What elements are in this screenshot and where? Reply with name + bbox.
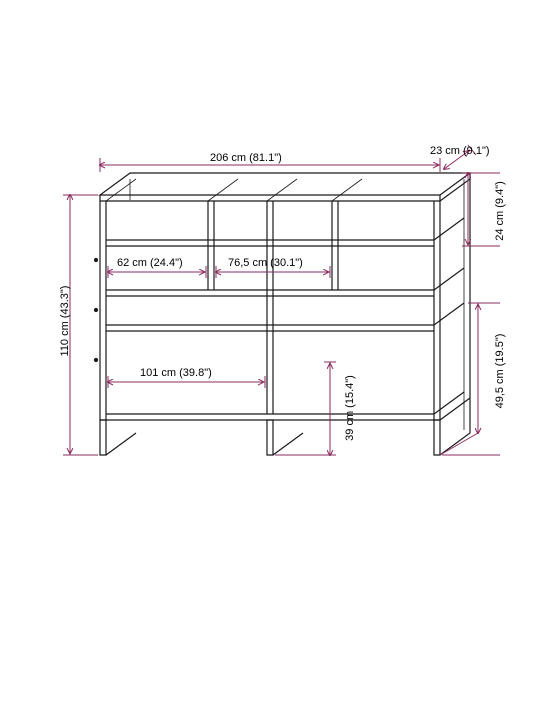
dim-height-495: 49,5 cm (19.5") — [494, 321, 506, 421]
furniture-diagram — [0, 0, 540, 720]
dim-width-101: 101 cm (39.8") — [140, 367, 212, 379]
dim-shelf-62: 62 cm (24.4") — [117, 257, 183, 269]
dim-depth-23: 23 cm (9.1") — [430, 145, 490, 157]
dim-height-24: 24 cm (9.4") — [494, 171, 506, 251]
dim-width-206: 206 cm (81.1") — [210, 152, 282, 164]
dim-shelf-765: 76,5 cm (30.1") — [228, 257, 303, 269]
dim-height-39: 39 cm (15.4") — [344, 363, 356, 453]
dim-height-110: 110 cm (43.3") — [59, 271, 71, 371]
furniture-body — [95, 173, 471, 455]
